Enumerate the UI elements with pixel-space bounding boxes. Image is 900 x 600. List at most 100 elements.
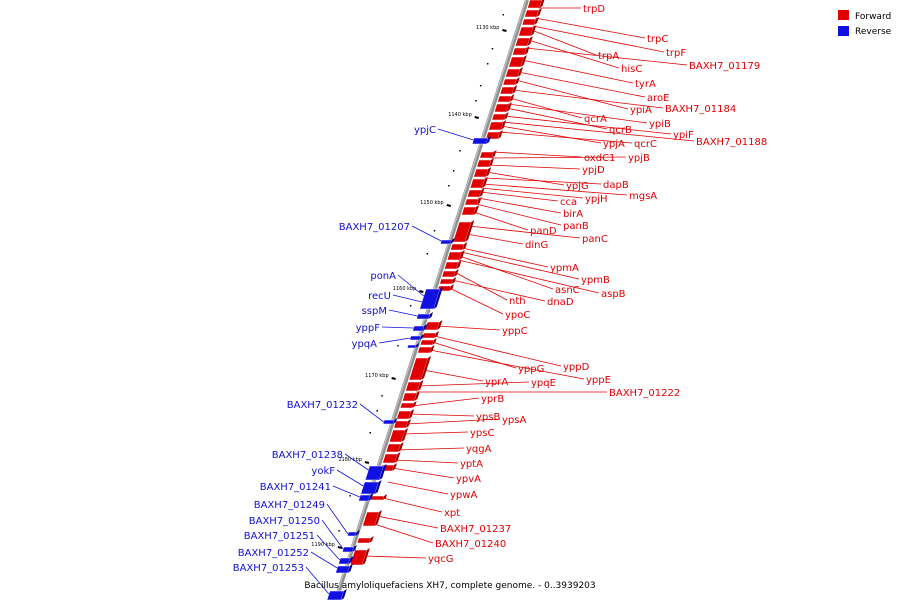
gene-block-shade	[393, 418, 398, 424]
forward-gene-label[interactable]: BAXH7_01188	[696, 137, 767, 148]
forward-gene-label[interactable]: yqgA	[466, 444, 492, 455]
forward-gene-block	[402, 392, 418, 402]
gene-block-shade	[421, 356, 432, 380]
reverse-gene-label[interactable]: BAXH7_01207	[339, 222, 410, 233]
gene-block-shade	[429, 345, 435, 353]
forward-gene-label[interactable]: ypjB	[628, 153, 650, 164]
forward-leader-line	[482, 183, 628, 196]
forward-gene-label[interactable]: ypiF	[673, 130, 694, 141]
forward-gene-label[interactable]: ypjH	[585, 194, 608, 205]
forward-gene-label[interactable]: ypiA	[630, 105, 652, 116]
forward-gene-label[interactable]: ypjD	[582, 165, 605, 176]
forward-gene-label[interactable]: yppE	[586, 375, 611, 386]
forward-gene-label[interactable]: yppD	[563, 362, 590, 373]
forward-leader-line	[475, 203, 562, 226]
forward-gene-label[interactable]: trpA	[598, 51, 619, 62]
reverse-gene-label[interactable]: ypjC	[414, 125, 436, 136]
forward-gene-label[interactable]: ypvA	[456, 474, 481, 485]
forward-gene-label[interactable]: mgsA	[629, 191, 657, 202]
reverse-gene-label[interactable]: BAXH7_01253	[233, 563, 304, 574]
gene-block-shade	[419, 334, 425, 340]
forward-gene-label[interactable]: BAXH7_01179	[689, 61, 760, 72]
forward-gene-label[interactable]: panD	[530, 226, 557, 237]
forward-gene-label[interactable]: ypsC	[470, 428, 494, 439]
reverse-leader-line	[437, 128, 474, 141]
reverse-leader-line	[388, 309, 418, 317]
forward-gene-block	[515, 37, 531, 47]
forward-gene-label[interactable]: ypmA	[550, 263, 579, 274]
reverse-gene-label[interactable]: BAXH7_01252	[238, 548, 309, 559]
forward-gene-label[interactable]: dnaD	[547, 297, 574, 308]
minor-tick	[502, 14, 505, 16]
reverse-gene-label[interactable]: yokF	[311, 466, 335, 477]
reverse-gene-label[interactable]: BAXH7_01232	[287, 400, 358, 411]
forward-gene-label[interactable]: panB	[563, 221, 589, 232]
reverse-gene-label[interactable]: BAXH7_01250	[249, 516, 320, 527]
kbp-label: 1170 kbp	[365, 373, 389, 379]
forward-gene-label[interactable]: xpt	[444, 508, 460, 519]
gene-block-shade	[432, 338, 437, 345]
forward-gene-label[interactable]: BAXH7_01240	[435, 539, 506, 550]
forward-gene-label[interactable]: ypqE	[531, 378, 556, 389]
forward-gene-block	[527, 0, 543, 9]
forward-gene-label[interactable]: tyrA	[635, 79, 656, 90]
forward-gene-label[interactable]: ypsB	[476, 412, 500, 423]
forward-gene-label[interactable]: ypjA	[603, 139, 625, 150]
forward-gene-label[interactable]: yppG	[518, 364, 544, 375]
forward-gene-label[interactable]: ypiB	[649, 119, 671, 130]
forward-gene-label[interactable]: cca	[560, 197, 577, 208]
forward-gene-label[interactable]: BAXH7_01222	[609, 388, 680, 399]
reverse-gene-label[interactable]: BAXH7_01249	[254, 500, 325, 511]
forward-gene-block	[479, 151, 494, 159]
forward-gene-label[interactable]: oxdC1	[584, 153, 615, 164]
forward-gene-label[interactable]: yqcG	[428, 554, 454, 565]
minor-tick	[426, 253, 428, 255]
reverse-gene-label[interactable]: BAXH7_01251	[244, 531, 315, 542]
forward-gene-label[interactable]: trpC	[647, 34, 668, 45]
forward-gene-label[interactable]: yprB	[481, 394, 504, 405]
forward-gene-label[interactable]: dinG	[525, 240, 548, 251]
reverse-gene-label[interactable]: ponA	[370, 271, 396, 282]
forward-gene-label[interactable]: yptA	[460, 459, 483, 470]
forward-gene-label[interactable]: aroE	[647, 93, 669, 104]
forward-gene-label[interactable]: qcrC	[634, 139, 657, 150]
forward-leader-line	[402, 431, 469, 435]
forward-gene-label[interactable]: hisC	[621, 64, 642, 75]
reverse-gene-label[interactable]: BAXH7_01241	[260, 482, 331, 493]
forward-gene-label[interactable]: trpF	[666, 48, 686, 59]
gene-block-shade	[422, 324, 428, 331]
forward-gene-label[interactable]: ypoC	[505, 310, 530, 321]
reverse-gene-label[interactable]: ypqA	[352, 339, 378, 350]
forward-gene-label[interactable]: ypmB	[581, 275, 610, 286]
forward-gene-label[interactable]: ypjG	[566, 181, 589, 192]
forward-gene-block	[399, 402, 415, 409]
forward-leader-line	[406, 418, 501, 425]
forward-gene-label[interactable]: qcrA	[584, 114, 607, 125]
reverse-gene-label[interactable]: BAXH7_01238	[272, 450, 343, 461]
forward-gene-label[interactable]: nth	[509, 296, 526, 307]
kbp-label: 1140 kbp	[448, 112, 472, 118]
forward-gene-label[interactable]: ypsA	[502, 415, 526, 426]
forward-gene-label[interactable]: dapB	[603, 180, 629, 191]
forward-gene-label[interactable]: asnC	[555, 285, 580, 296]
forward-gene-label[interactable]: trpD	[583, 4, 605, 15]
legend-reverse-label: Reverse	[855, 27, 892, 37]
kbp-label: 1160 kbp	[393, 286, 417, 292]
reverse-gene-label[interactable]: sspM	[362, 306, 387, 317]
gene-block-shade	[482, 177, 489, 188]
forward-gene-label[interactable]: BAXH7_01237	[440, 524, 511, 535]
reverse-leader-line	[336, 469, 364, 487]
reverse-gene-label[interactable]: yppF	[356, 323, 381, 334]
reverse-gene-label[interactable]: recU	[368, 291, 391, 302]
forward-gene-label[interactable]: aspB	[601, 289, 626, 300]
forward-gene-label[interactable]: panC	[582, 234, 608, 245]
forward-gene-label[interactable]: qcrB	[609, 125, 632, 136]
forward-gene-label[interactable]: birA	[563, 209, 583, 220]
forward-gene-label[interactable]: yppC	[502, 326, 528, 337]
forward-leader-line	[411, 397, 480, 407]
forward-gene-label[interactable]: ypwA	[450, 490, 477, 501]
reverse-gene-block	[439, 239, 452, 245]
reverse-leader-line	[321, 519, 344, 550]
forward-gene-label[interactable]: yprA	[485, 377, 508, 388]
forward-gene-label[interactable]: BAXH7_01184	[665, 104, 736, 115]
